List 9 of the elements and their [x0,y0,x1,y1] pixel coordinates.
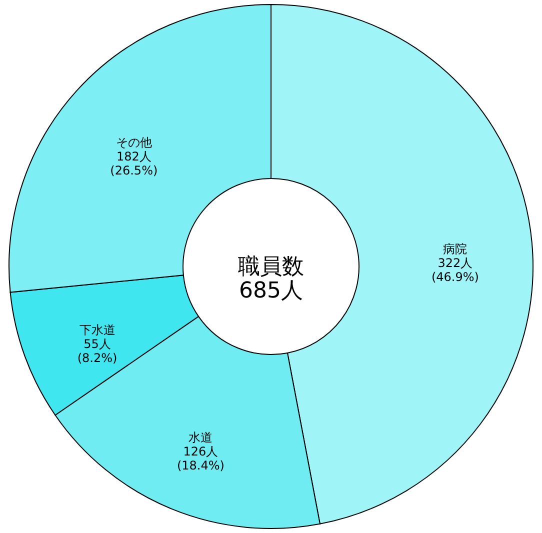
slice-label: 下水道 [79,323,116,338]
slice-label: 病院 [443,242,468,256]
text: 職員数 685人 [238,254,304,304]
data-label: 322人 (46.9%) [431,256,479,284]
slice-label: その他 [116,135,152,150]
data-label: 126人 (18.4%) [176,444,224,473]
data-label: 182人 (26.5%) [110,149,158,178]
data-label: 55人 (8.2%) [77,337,118,366]
slice-label: 水道 [188,430,213,445]
